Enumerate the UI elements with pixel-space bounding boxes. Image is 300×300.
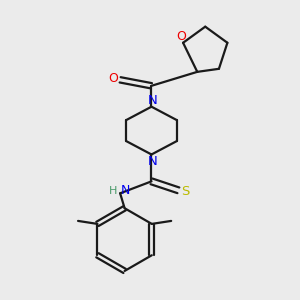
Text: N: N	[148, 154, 158, 167]
Text: N: N	[148, 94, 158, 106]
Text: N: N	[117, 184, 130, 197]
Text: S: S	[181, 185, 189, 198]
Text: O: O	[109, 72, 118, 85]
Text: H: H	[109, 186, 117, 196]
Text: O: O	[177, 30, 187, 43]
